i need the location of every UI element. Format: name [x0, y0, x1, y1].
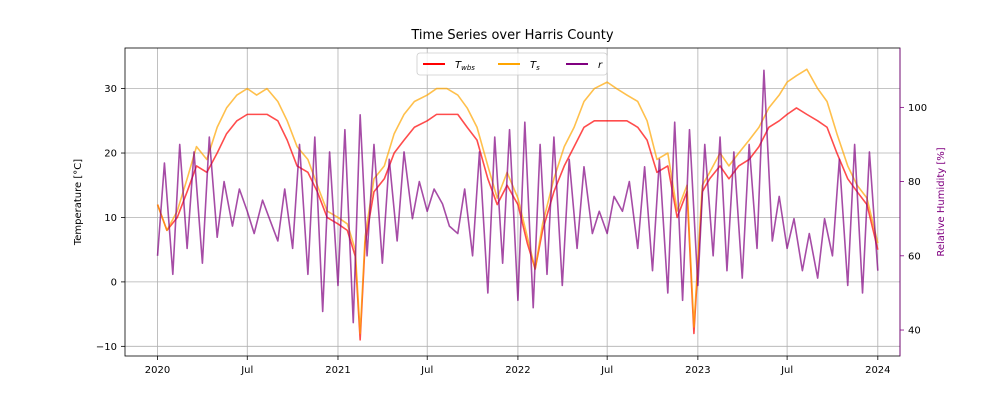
series-line-r	[156, 69, 879, 324]
y-axis-right: 40 60 80 100	[899, 48, 927, 356]
y-left-tick-label: −10	[96, 342, 117, 353]
legend: Twbs Ts r	[416, 52, 608, 76]
x-tick-label: 2022	[505, 365, 530, 376]
y-left-tick-label: 20	[104, 149, 117, 160]
legend-label-base: r	[598, 60, 603, 71]
legend-label-r: r	[598, 60, 603, 71]
grid	[125, 48, 900, 356]
legend-label-base: T	[455, 60, 462, 71]
x-tick-label: Jul	[600, 365, 613, 376]
legend-label-ts: Ts	[530, 60, 540, 72]
series-line-twbs	[156, 107, 879, 341]
legend-label-base: T	[530, 60, 537, 71]
x-axis: 2020 Jul 2021 Jul 2022 Jul 2023 Jul 2024	[145, 356, 891, 376]
x-tick-label: Jul	[780, 365, 793, 376]
x-tick-label: 2021	[325, 365, 350, 376]
y-left-tick-label: 30	[104, 84, 117, 95]
y-right-tick-label: 100	[908, 103, 927, 114]
x-tick-label: 2024	[865, 365, 890, 376]
x-tick-label: 2020	[145, 365, 170, 376]
legend-label-sub: wbs	[461, 64, 475, 72]
series-line-ts	[156, 68, 879, 335]
y-right-tick-label: 40	[908, 326, 921, 337]
y-right-tick-label: 80	[908, 177, 921, 188]
chart-title: Time Series over Harris County	[410, 28, 614, 43]
y-left-tick-label: 0	[111, 277, 117, 288]
legend-label-twbs: Twbs	[455, 60, 475, 72]
x-tick-label: 2023	[685, 365, 710, 376]
x-tick-label: Jul	[240, 365, 253, 376]
y-axis-left-title: Temperature [°C]	[73, 159, 84, 246]
y-left-tick-label: 10	[104, 213, 117, 224]
y-right-tick-label: 60	[908, 251, 921, 262]
legend-label-sub: s	[536, 64, 540, 72]
x-tick-label: Jul	[420, 365, 433, 376]
series-layer	[156, 68, 879, 341]
y-axis-right-title: Relative Humidity [%]	[936, 147, 947, 256]
y-axis-left: −10 0 10 20 30	[96, 84, 125, 353]
